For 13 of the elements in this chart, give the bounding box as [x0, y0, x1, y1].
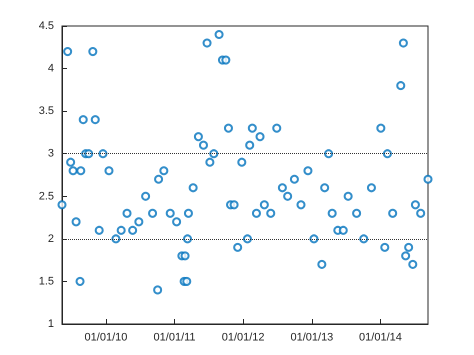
- x-tick-label: 01/01/11: [154, 332, 196, 344]
- x-tick-label: 01/01/14: [359, 332, 402, 344]
- x-tick-label: 01/01/10: [84, 332, 128, 344]
- y-tick-label: 2: [48, 232, 54, 245]
- x-tick-label: 01/01/12: [222, 332, 265, 344]
- y-tick-label: 2.5: [38, 190, 54, 202]
- x-tick-label: 01/01/13: [290, 332, 334, 344]
- y-tick-label: 3: [48, 148, 54, 160]
- y-tick-label: 4: [48, 62, 54, 75]
- y-tick-label: 4.5: [38, 20, 54, 32]
- y-tick-label: 1.5: [38, 275, 54, 288]
- y-tick-label: 3.5: [38, 105, 54, 118]
- y-tick-label: 1: [48, 318, 54, 330]
